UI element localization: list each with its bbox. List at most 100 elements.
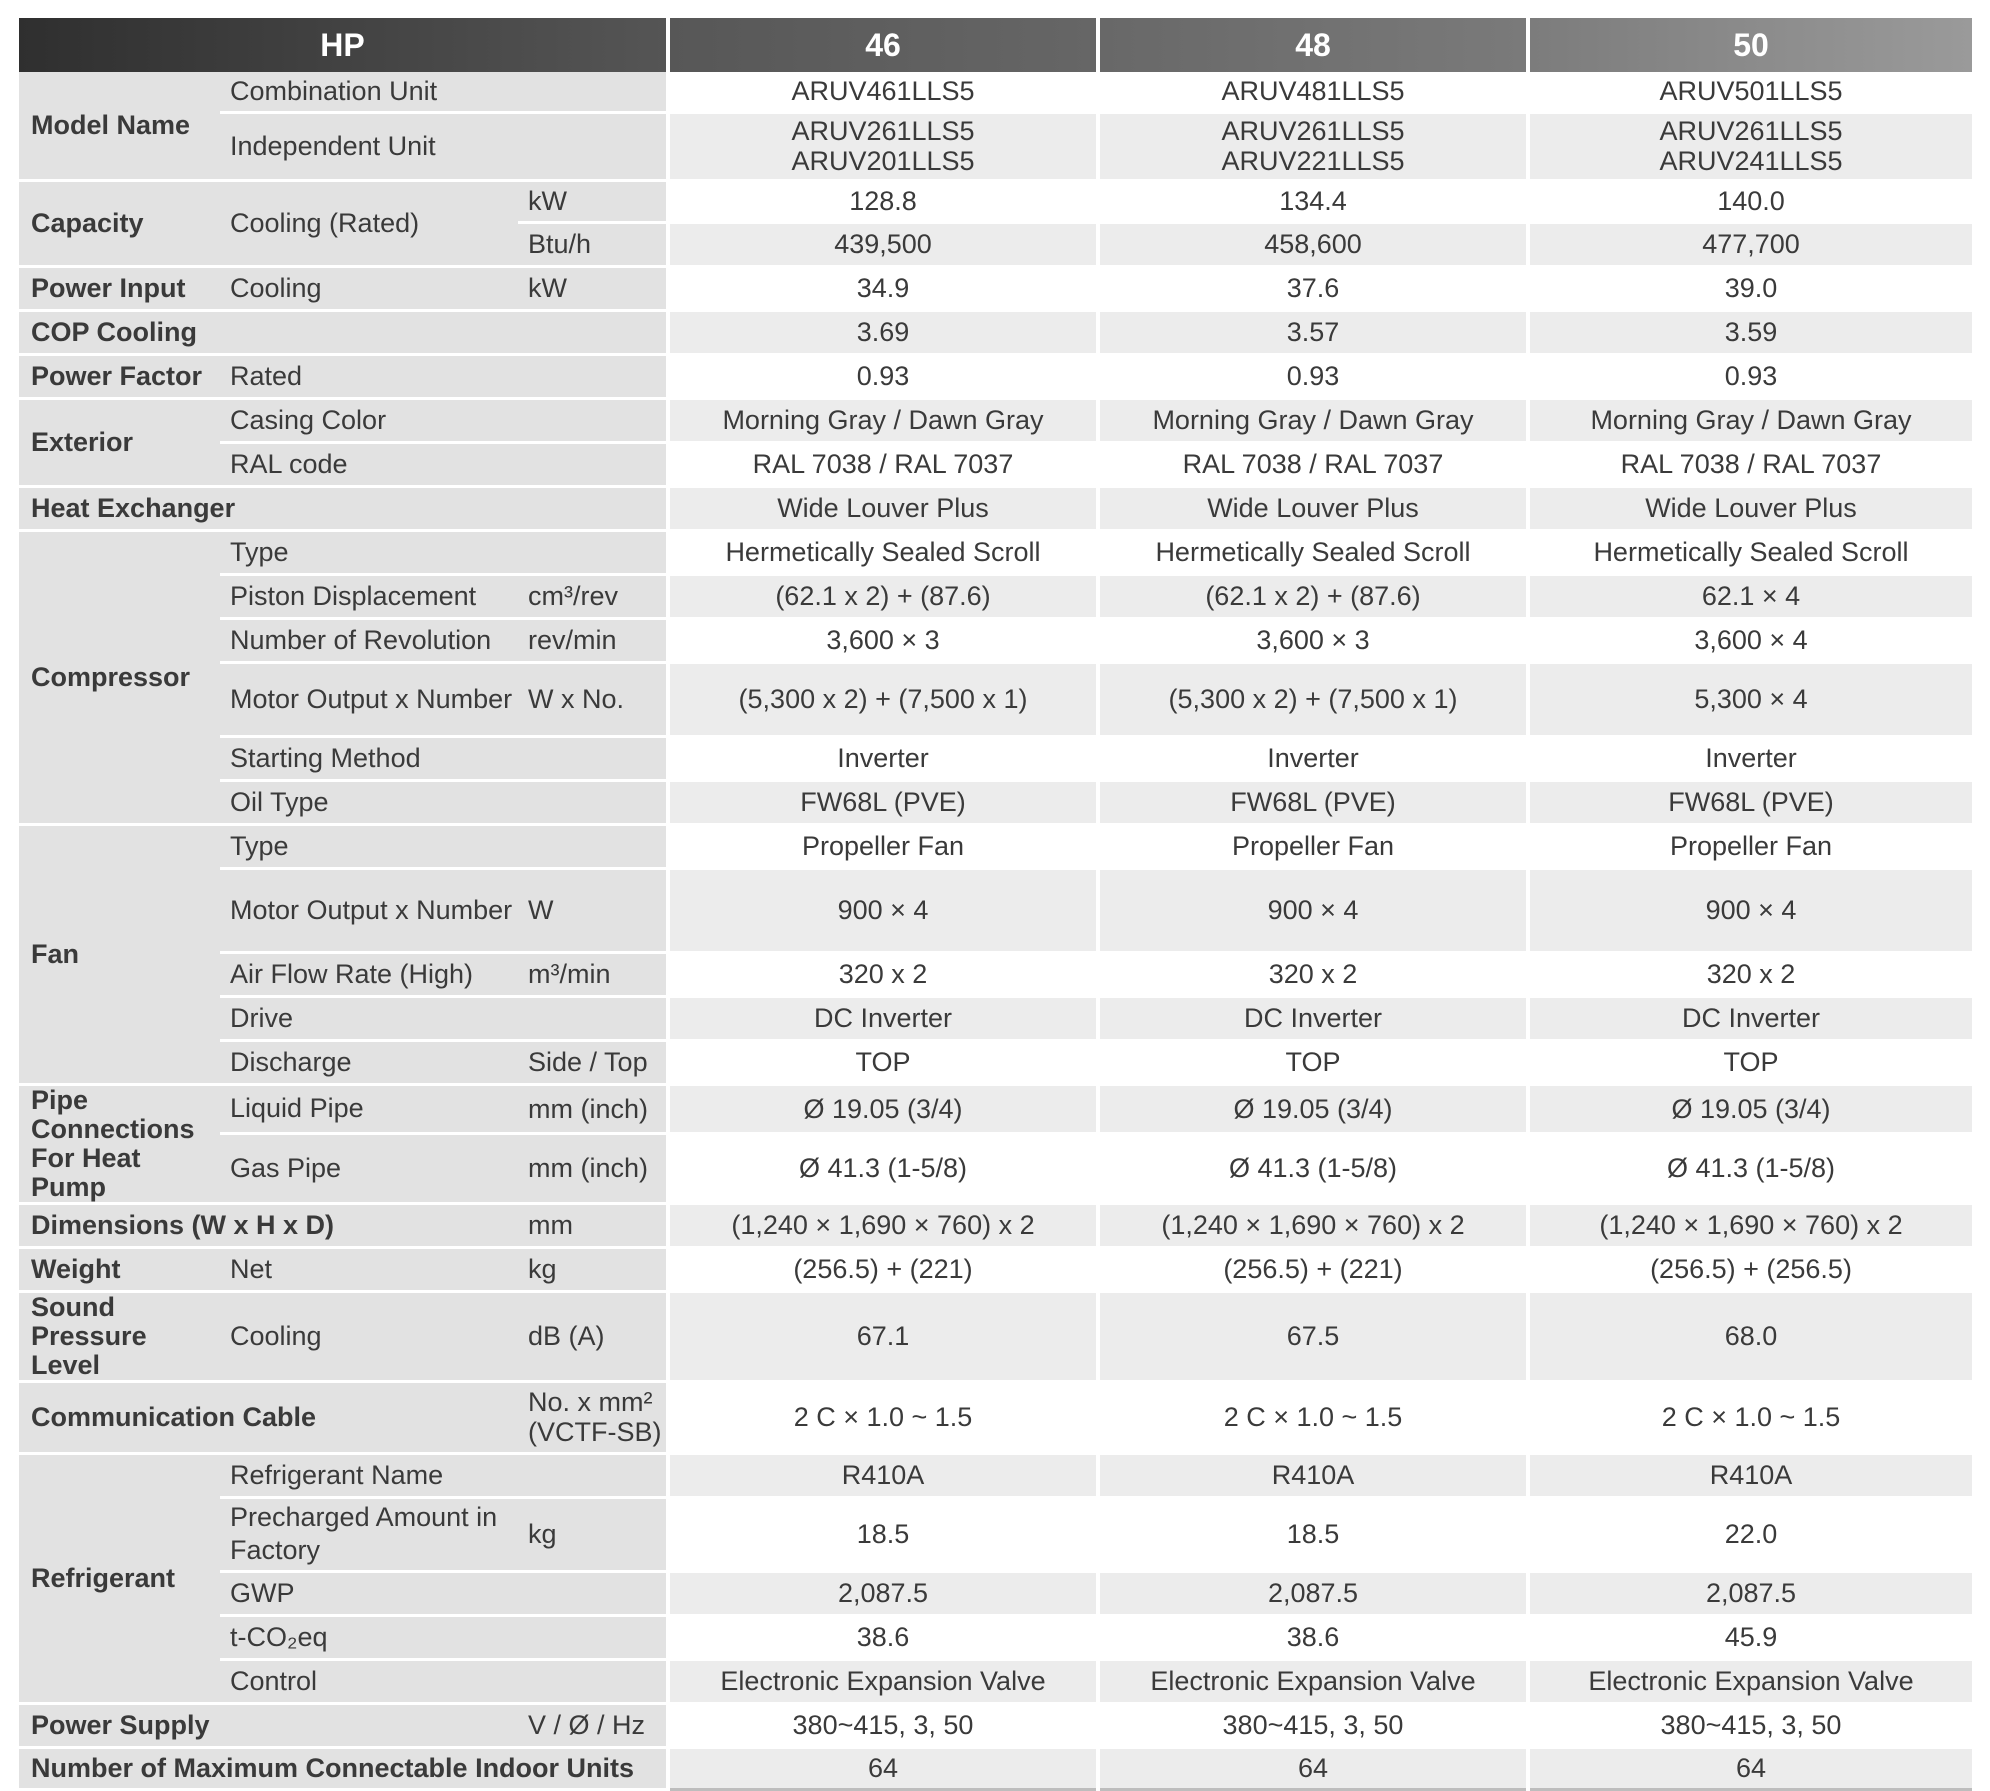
value-cell-46: 2,087.5: [666, 1571, 1098, 1615]
value-cell-48: 0.93: [1096, 354, 1528, 398]
unit-line: (VCTF-SB): [528, 1417, 662, 1447]
value-cell-48: R410A: [1096, 1453, 1528, 1497]
value-cell-48: 380~415, 3, 50: [1096, 1703, 1528, 1747]
table-row: Pipe Connections For Heat Pump Liquid Pip…: [19, 1084, 1972, 1205]
value-cell-48: Propeller Fan: [1096, 824, 1528, 868]
value-cell-48: (62.1 x 2) + (87.6): [1096, 574, 1528, 618]
value-cell-46: ARUV461LLS5: [666, 72, 1098, 112]
value-cell-50: 3,600 × 4: [1526, 618, 1972, 662]
value-cell-46: Ø 41.3 (1-5/8): [666, 1133, 1098, 1203]
value-cell-46: 2 C × 1.0 ~ 1.5: [666, 1381, 1098, 1453]
specification-table: HP 46 48 50 Model Name Combination Unit AR…: [19, 18, 1972, 1791]
row-unit: kW: [518, 180, 668, 222]
value-cell-46: 439,500: [666, 222, 1098, 266]
value-cell-46: 128.8: [666, 180, 1098, 222]
value-cell-50: Propeller Fan: [1526, 824, 1972, 868]
row-unit: W: [518, 868, 668, 952]
row-category: Weight: [19, 1247, 220, 1293]
header-hp: HP: [19, 18, 670, 72]
row-item: GWP: [220, 1571, 518, 1615]
row-unit: mm (inch): [518, 1133, 668, 1203]
value-cell-50: (1,240 × 1,690 × 760) x 2: [1526, 1203, 1972, 1247]
value-cell-48: TOP: [1096, 1040, 1528, 1084]
value-cell-48: 458,600: [1096, 222, 1528, 266]
value-cell-46: 18.5: [666, 1497, 1098, 1571]
value-line: ARUV221LLS5: [1221, 146, 1405, 176]
value-cell-48: Electronic Expansion Valve: [1096, 1659, 1528, 1703]
value-cell-50: 140.0: [1526, 180, 1972, 222]
row-item: Number of Revolution: [220, 618, 518, 662]
value-cell-48: Ø 41.3 (1-5/8): [1096, 1133, 1528, 1203]
row-item: t-CO₂eq: [220, 1615, 518, 1659]
table-row: Power Input Cooling kW 34.9 37.6 39.0: [19, 266, 1972, 312]
table-row: COP Cooling 3.69 3.57 3.59: [19, 310, 1972, 356]
value-cell-46: TOP: [666, 1040, 1098, 1084]
row-unit: kW: [518, 266, 668, 310]
value-cell-48: Ø 19.05 (3/4): [1096, 1084, 1528, 1134]
row-category: Model Name: [19, 72, 220, 182]
value-cell-46: Ø 19.05 (3/4): [666, 1084, 1098, 1134]
value-cell-48: 64: [1096, 1747, 1528, 1789]
value-cell-50: Wide Louver Plus: [1526, 486, 1972, 530]
row-item: Oil Type: [220, 780, 518, 824]
value-cell-50: 2,087.5: [1526, 1571, 1972, 1615]
row-item: Liquid Pipe: [220, 1084, 518, 1134]
row-item: Drive: [220, 996, 518, 1040]
value-cell-48: (5,300 x 2) + (7,500 x 1): [1096, 662, 1528, 736]
row-unit: No. x mm² (VCTF-SB): [518, 1381, 668, 1453]
row-item: Independent Unit: [220, 112, 518, 180]
table-row: Gas Pipe mm (inch) Ø 41.3 (1-5/8) Ø 41.3 (1…: [19, 1133, 1972, 1203]
table-row: Btu/h 439,500 458,600 477,700: [19, 222, 1972, 266]
value-cell-50: RAL 7038 / RAL 7037: [1526, 442, 1972, 486]
value-cell-46: (1,240 × 1,690 × 760) x 2: [666, 1203, 1098, 1247]
value-cell-50: 0.93: [1526, 354, 1972, 398]
table-row: Compressor Type Hermetically Sealed Scroll…: [19, 530, 1972, 826]
value-cell-48: 3.57: [1096, 310, 1528, 354]
value-cell-48: 37.6: [1096, 266, 1528, 310]
table-row: Heat Exchanger Wide Louver Plus Wide Louve…: [19, 486, 1972, 532]
row-category: Refrigerant: [19, 1453, 220, 1705]
value-cell-46: Inverter: [666, 736, 1098, 780]
value-cell-50: 320 x 2: [1526, 952, 1972, 996]
value-line: ARUV241LLS5: [1659, 146, 1843, 176]
row-item: Air Flow Rate (High): [220, 952, 518, 996]
row-category: Heat Exchanger: [19, 486, 668, 532]
table-row: Communication Cable No. x mm² (VCTF-SB) 2 C…: [19, 1381, 1972, 1455]
table-row: Fan Type Propeller Fan Propeller Fan Propell…: [19, 824, 1972, 1086]
value-cell-46: 3,600 × 3: [666, 618, 1098, 662]
value-cell-46: Wide Louver Plus: [666, 486, 1098, 530]
row-unit: W x No.: [518, 662, 668, 736]
table-header-row: HP 46 48 50: [19, 18, 1972, 72]
value-cell-46: 64: [666, 1747, 1098, 1789]
row-category: Power Input: [19, 266, 220, 312]
row-unit: [518, 530, 668, 574]
value-cell-48: 2 C × 1.0 ~ 1.5: [1096, 1381, 1528, 1453]
value-cell-46: Electronic Expansion Valve: [666, 1659, 1098, 1703]
value-cell-48: Morning Gray / Dawn Gray: [1096, 398, 1528, 442]
row-unit: [518, 72, 668, 112]
row-unit: [518, 824, 668, 868]
table-row: GWP 2,087.5 2,087.5 2,087.5: [19, 1571, 1972, 1615]
value-cell-46: ARUV261LLS5 ARUV201LLS5: [666, 112, 1098, 180]
value-line: ARUV261LLS5: [1659, 116, 1843, 146]
row-unit: mm: [518, 1203, 668, 1247]
value-cell-50: Electronic Expansion Valve: [1526, 1659, 1972, 1703]
row-category: Power Factor: [19, 354, 220, 400]
row-item: Combination Unit: [220, 72, 518, 112]
row-category: Fan: [19, 824, 220, 1086]
value-cell-50: ARUV261LLS5 ARUV241LLS5: [1526, 112, 1972, 180]
value-cell-48: DC Inverter: [1096, 996, 1528, 1040]
row-unit: Btu/h: [518, 222, 668, 266]
row-item: Gas Pipe: [220, 1133, 518, 1203]
row-item: Cooling: [220, 266, 518, 310]
value-cell-48: FW68L (PVE): [1096, 780, 1528, 824]
table-row: Refrigerant Refrigerant Name R410A R410A R41…: [19, 1453, 1972, 1705]
value-cell-50: 477,700: [1526, 222, 1972, 266]
row-item: Discharge: [220, 1040, 518, 1084]
table-row: Discharge Side / Top TOP TOP TOP: [19, 1040, 1972, 1084]
table-row: RAL code RAL 7038 / RAL 7037 RAL 7038 / RA…: [19, 442, 1972, 486]
value-cell-50: 5,300 × 4: [1526, 662, 1972, 736]
row-unit: kg: [518, 1247, 668, 1291]
row-unit: [518, 354, 668, 398]
row-unit: Side / Top: [518, 1040, 668, 1084]
